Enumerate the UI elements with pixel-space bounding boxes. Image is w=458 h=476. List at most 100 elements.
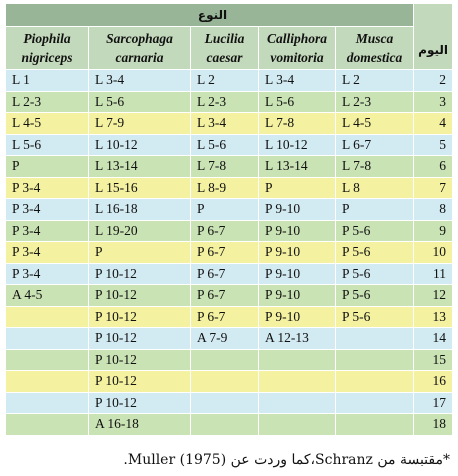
day-cell: 13 [413,305,453,328]
day-cell: 4 [413,112,453,135]
stage-cell [5,305,89,328]
day-cell: 17 [413,391,453,414]
table-row: L 4-5 L 7-9 L 3-4 L 7-8 L 4-5 4 [5,112,453,135]
stage-cell: P 10-12 [88,370,191,393]
species-header: Sarcophaga carnaria [88,26,191,70]
stage-cell [5,391,89,414]
stage-cell [190,413,259,436]
stage-cell: P 9-10 [258,198,336,221]
species-name-line: Lucilia [204,31,245,46]
stage-cell: P 9-10 [258,262,336,285]
day-cell: 12 [413,284,453,307]
stage-cell: P 10-12 [88,284,191,307]
stage-cell: L 6-7 [335,133,414,156]
stage-cell: L 13-14 [88,155,191,178]
stage-cell: P 10-12 [88,327,191,350]
stage-cell: L 5-6 [190,133,259,156]
day-cell: 2 [413,69,453,92]
stage-cell: P 10-12 [88,262,191,285]
stage-cell: L 2-3 [5,90,89,113]
stage-cell: P 9-10 [258,284,336,307]
stage-cell: L 3-4 [190,112,259,135]
stage-cell [335,370,414,393]
stage-cell: L 1 [5,69,89,92]
stage-cell: P 6-7 [190,284,259,307]
day-cell: 10 [413,241,453,264]
table-row: A 4-5 P 10-12 P 6-7 P 9-10 P 5-6 12 [5,284,453,307]
stage-cell: L 10-12 [88,133,191,156]
stage-cell: L 5-6 [88,90,191,113]
table-row: L 5-6 L 10-12 L 5-6 L 10-12 L 6-7 5 [5,133,453,156]
stage-cell: L 7-8 [335,155,414,178]
species-name-line: vomitoria [270,50,324,65]
species-name-line: Sarcophaga [106,31,173,46]
stage-cell: P 3-4 [5,241,89,264]
stage-cell: P 3-4 [5,219,89,242]
stage-cell: P 5-6 [335,305,414,328]
stage-cell: L 5-6 [258,90,336,113]
stage-cell: L 8-9 [190,176,259,199]
stage-cell: L 10-12 [258,133,336,156]
table-row: P 10-12 17 [5,391,453,414]
stage-cell [5,327,89,350]
stage-cell: L 5-6 [5,133,89,156]
stage-cell [335,348,414,371]
stage-cell [335,327,414,350]
stage-cell: L 19-20 [88,219,191,242]
stage-cell: P 5-6 [335,284,414,307]
day-cell: 16 [413,370,453,393]
day-cell: 5 [413,133,453,156]
species-name-line: caesar [206,50,243,65]
stage-cell [190,391,259,414]
stage-cell: P [258,176,336,199]
stage-cell: P 3-4 [5,262,89,285]
species-name-line: nigriceps [21,50,73,65]
stage-cell: L 13-14 [258,155,336,178]
stage-cell: L 2 [190,69,259,92]
day-cell: 7 [413,176,453,199]
stage-cell [190,348,259,371]
stage-cell: L 7-8 [190,155,259,178]
stage-cell: A 7-9 [190,327,259,350]
stage-cell: P 3-4 [5,198,89,221]
stage-cell: P 10-12 [88,391,191,414]
stage-cell: P 5-6 [335,241,414,264]
stage-cell: P 9-10 [258,305,336,328]
stage-cell: L 7-8 [258,112,336,135]
stage-cell: P 10-12 [88,305,191,328]
table-row: A 16-18 18 [5,413,453,436]
stage-cell: P 5-6 [335,219,414,242]
stage-cell [335,391,414,414]
table-row: L 2-3 L 5-6 L 2-3 L 5-6 L 2-3 3 [5,90,453,113]
stage-cell: P 6-7 [190,262,259,285]
day-header: اليوم [413,3,453,70]
stage-cell: L 16-18 [88,198,191,221]
stage-cell: P 9-10 [258,241,336,264]
table-row: P 10-12 16 [5,370,453,393]
stage-cell: L 2-3 [335,90,414,113]
species-name-line: Piophila [23,31,71,46]
stage-cell: P [5,155,89,178]
table-row: P 10-12 A 7-9 A 12-13 14 [5,327,453,350]
stage-cell: P [88,241,191,264]
table-row: P 10-12 P 6-7 P 9-10 P 5-6 13 [5,305,453,328]
stage-cell: L 8 [335,176,414,199]
stage-cell [5,348,89,371]
stage-cell: P 5-6 [335,262,414,285]
stage-cell: A 4-5 [5,284,89,307]
species-header: Calliphora vomitoria [258,26,336,70]
stage-cell: P 10-12 [88,348,191,371]
stage-cell: A 12-13 [258,327,336,350]
table-row: P 3-4 P 10-12 P 6-7 P 9-10 P 5-6 11 [5,262,453,285]
stage-cell: P 6-7 [190,219,259,242]
stage-cell [5,413,89,436]
table-row: P 10-12 15 [5,348,453,371]
table: النوع اليوم Piophila nigriceps Sarcophaga c… [5,3,453,436]
day-cell: 9 [413,219,453,242]
stage-cell [258,348,336,371]
species-name-line: carnaria [115,50,164,65]
